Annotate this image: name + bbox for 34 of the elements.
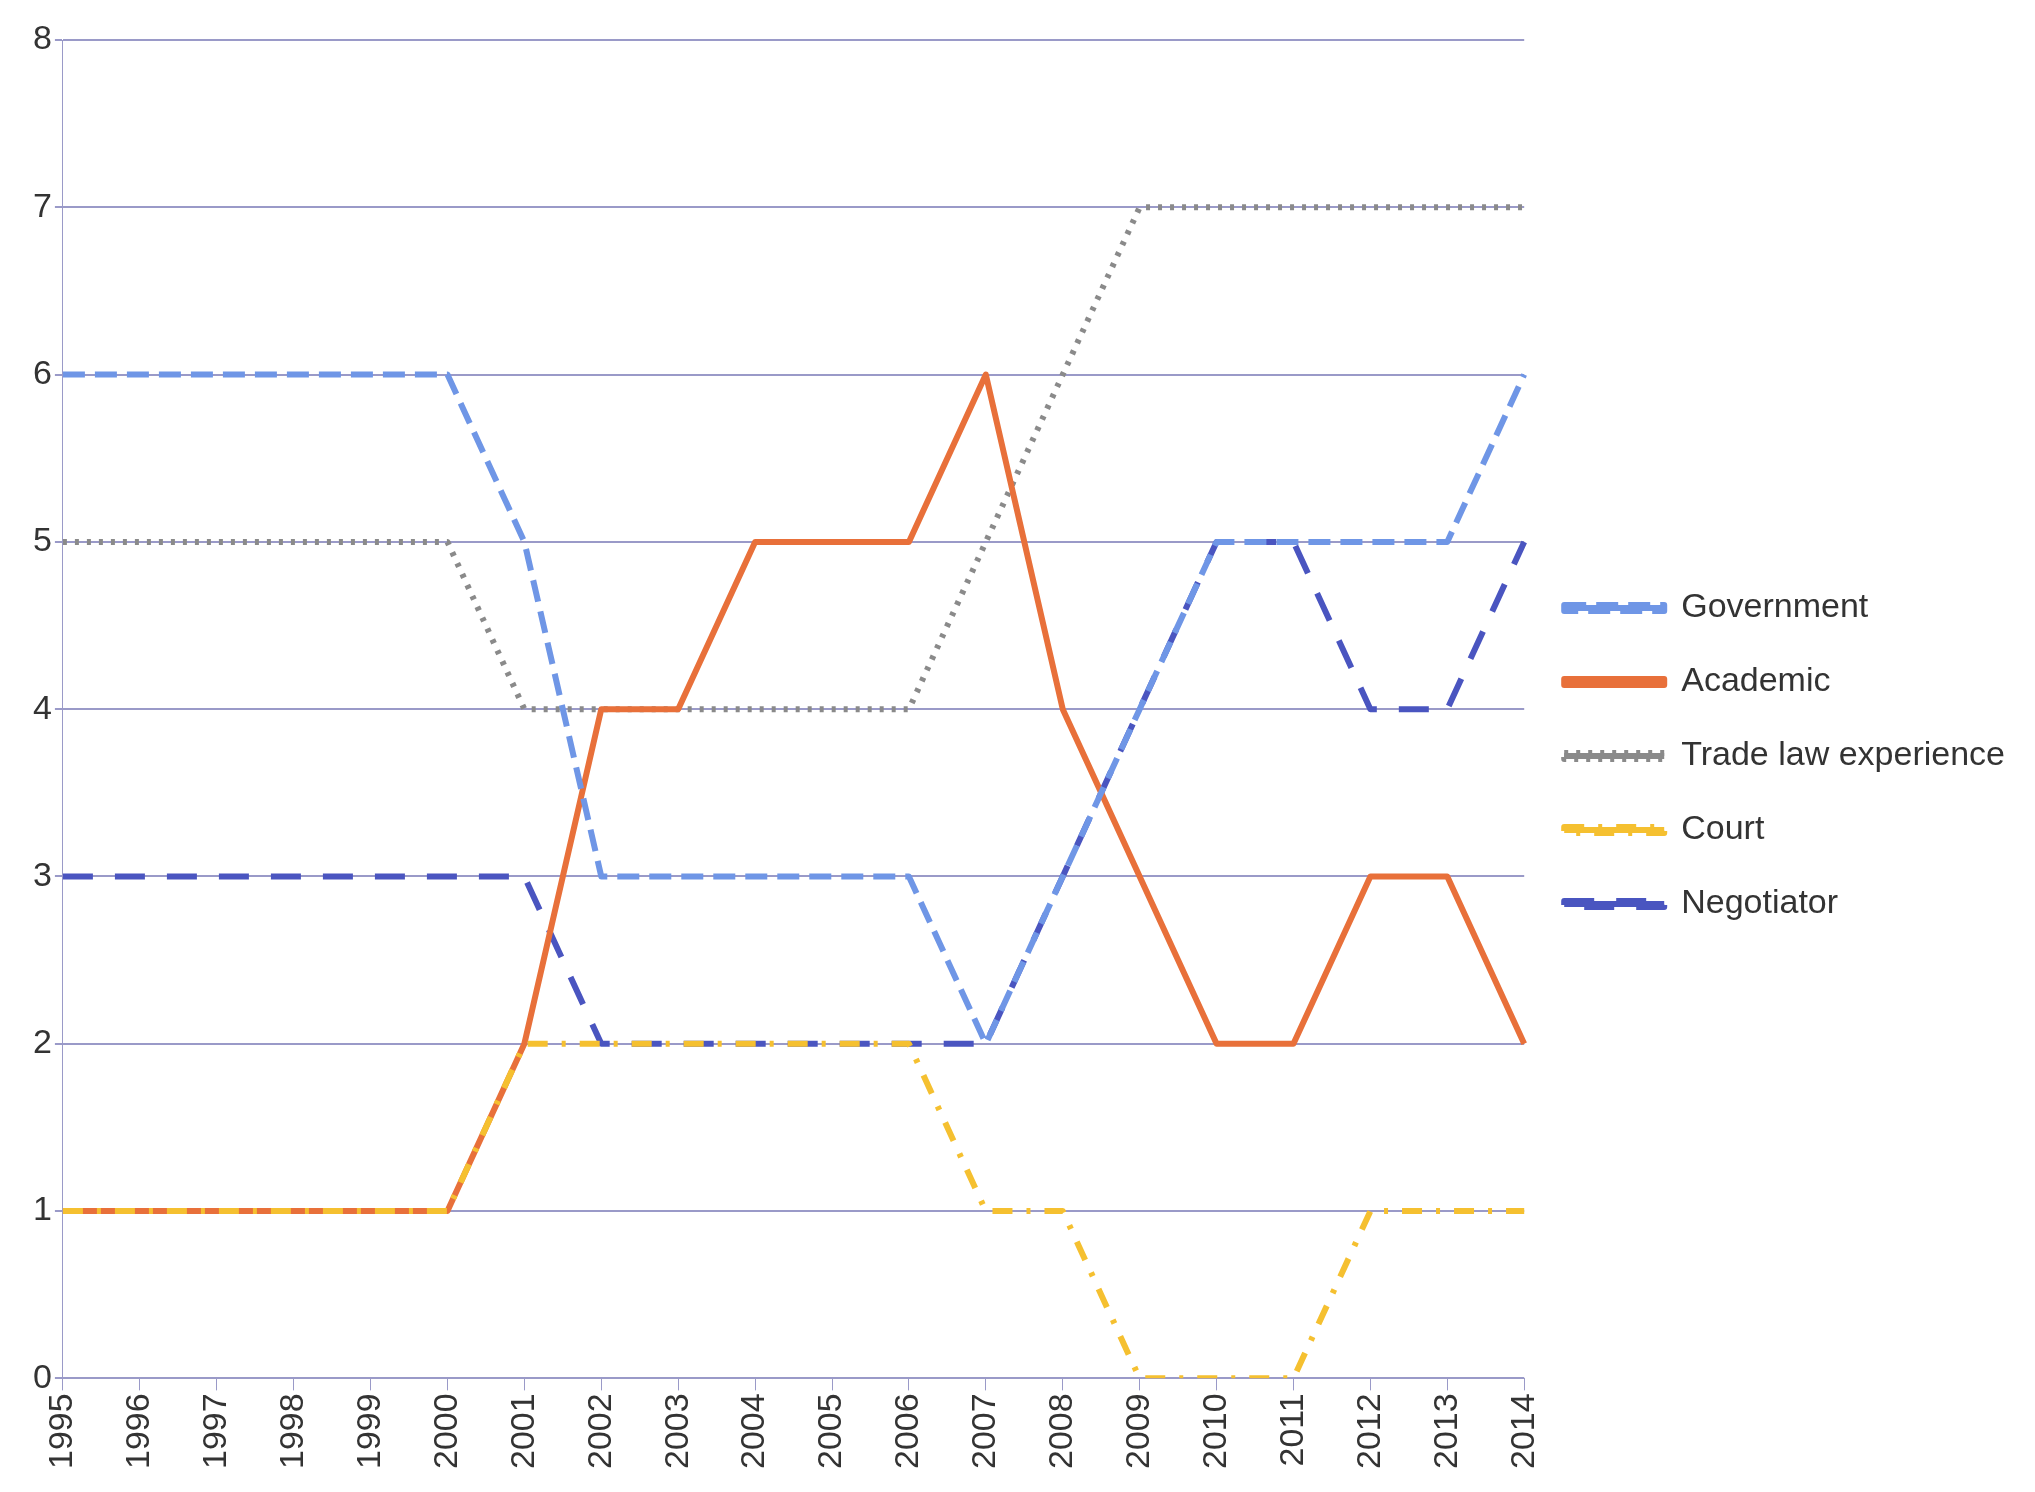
y-tick-label: 8	[32, 18, 52, 57]
x-tick-label: 1996	[118, 1393, 157, 1469]
legend-label: Negotiator	[1681, 882, 1839, 921]
y-tick-label: 7	[32, 185, 52, 224]
y-tick-label: 6	[32, 352, 52, 391]
x-tick-label: 1999	[348, 1393, 387, 1469]
x-tick-label: 2014	[1502, 1393, 1541, 1469]
x-tick-label: 1998	[272, 1393, 311, 1469]
x-tick-label: 1997	[195, 1393, 234, 1469]
legend-label: Court	[1681, 808, 1765, 847]
legend-label: Trade law experience	[1681, 734, 2005, 773]
y-tick-label: 4	[32, 687, 52, 726]
x-tick-label: 2006	[887, 1393, 926, 1469]
x-tick-label: 2009	[1118, 1393, 1157, 1469]
x-tick-label: 2010	[1194, 1393, 1233, 1469]
x-tick-label: 2004	[733, 1393, 772, 1469]
x-tick-label: 2003	[656, 1393, 695, 1469]
x-tick-label: 2008	[1041, 1393, 1080, 1469]
y-tick-label: 3	[32, 854, 52, 893]
x-tick-label: 2005	[810, 1393, 849, 1469]
y-tick-label: 2	[32, 1022, 52, 1061]
legend-label: Academic	[1681, 660, 1831, 699]
x-tick-label: 2007	[964, 1393, 1003, 1469]
x-tick-label: 2002	[579, 1393, 618, 1469]
legend-label: Government	[1681, 586, 1869, 625]
x-tick-label: 2011	[1271, 1393, 1310, 1467]
x-tick-label: 2013	[1425, 1393, 1464, 1469]
y-tick-label: 1	[32, 1189, 52, 1228]
y-tick-label: 5	[32, 520, 52, 559]
y-tick-label: 0	[32, 1356, 52, 1395]
x-tick-label: 2000	[425, 1393, 464, 1469]
x-tick-label: 2012	[1348, 1393, 1387, 1469]
x-tick-label: 1995	[41, 1393, 80, 1469]
x-tick-label: 2001	[502, 1393, 541, 1469]
